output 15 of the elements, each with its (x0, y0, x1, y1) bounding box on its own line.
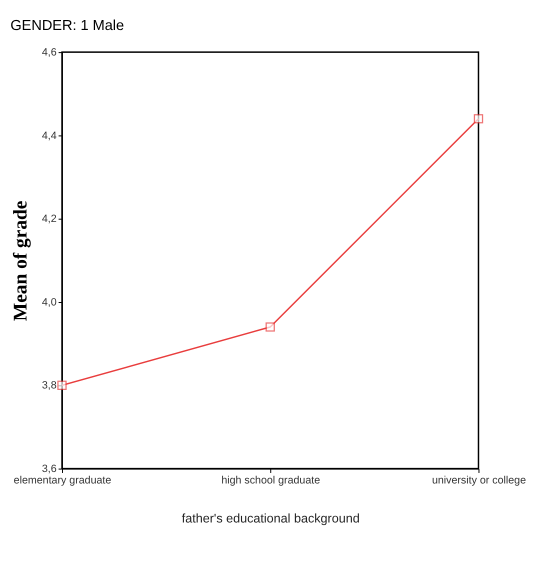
x-tick-label: elementary graduate (14, 474, 112, 487)
point (57, 380, 67, 390)
x-tick-label: high school graduate (221, 474, 320, 487)
x-tick-label: university or college (432, 474, 526, 487)
y-tick-label: 4,4 (42, 130, 57, 142)
y-tick-label: 4,2 (42, 213, 57, 226)
y-tick-label: 4,6 (42, 46, 57, 59)
point (266, 322, 275, 332)
y-tick-label: 3,8 (42, 380, 57, 392)
point (474, 114, 484, 124)
x-axis-title: father's educational background (182, 511, 360, 526)
y-tick-label: 3,6 (42, 462, 57, 475)
chart-title: GENDER: 1 Male (10, 18, 124, 34)
y-tick-label: 4,0 (42, 296, 57, 308)
y-axis-title: Mean of grade (10, 200, 32, 322)
